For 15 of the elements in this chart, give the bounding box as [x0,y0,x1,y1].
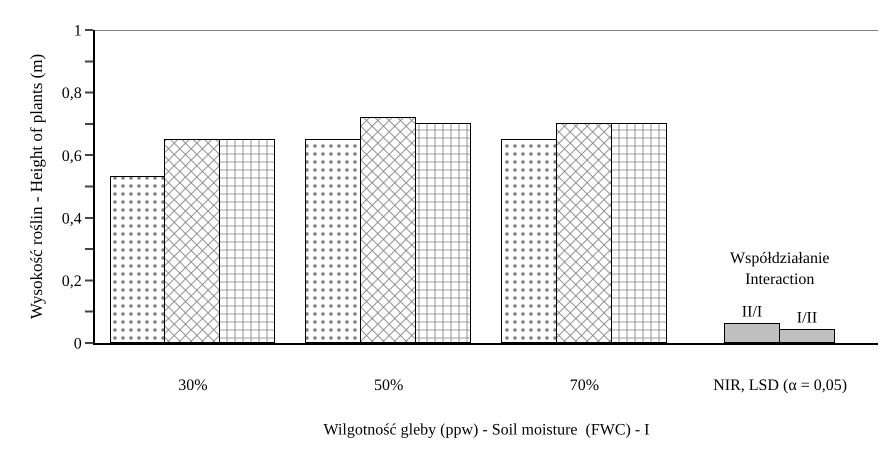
y-tick-label: 0,4 [62,210,82,228]
series-label: II/I [742,304,762,320]
y-tick-label: 0,6 [62,148,82,165]
x-tick-label: 50% [374,377,404,394]
x-axis-title: Wilgotność gleby (ppw) - Soil moisture (FWC) - I [324,421,650,438]
y-tick-label: 1 [74,22,82,40]
y-tick-label: 0 [74,336,82,353]
y-tick-label: 0,8 [62,85,82,102]
series-label: I/II [796,310,818,326]
x-tick-label: 70% [570,377,600,394]
y-axis-title: Wysokość roślin - Height of plants (m) [26,54,46,320]
y-tick-label: 0,2 [62,273,82,290]
x-tick-label: NIR, LSD (α = 0,05) [713,377,848,394]
x-tick-label: 30% [178,377,208,394]
annotation: Współdziałanie Interaction [730,250,830,288]
